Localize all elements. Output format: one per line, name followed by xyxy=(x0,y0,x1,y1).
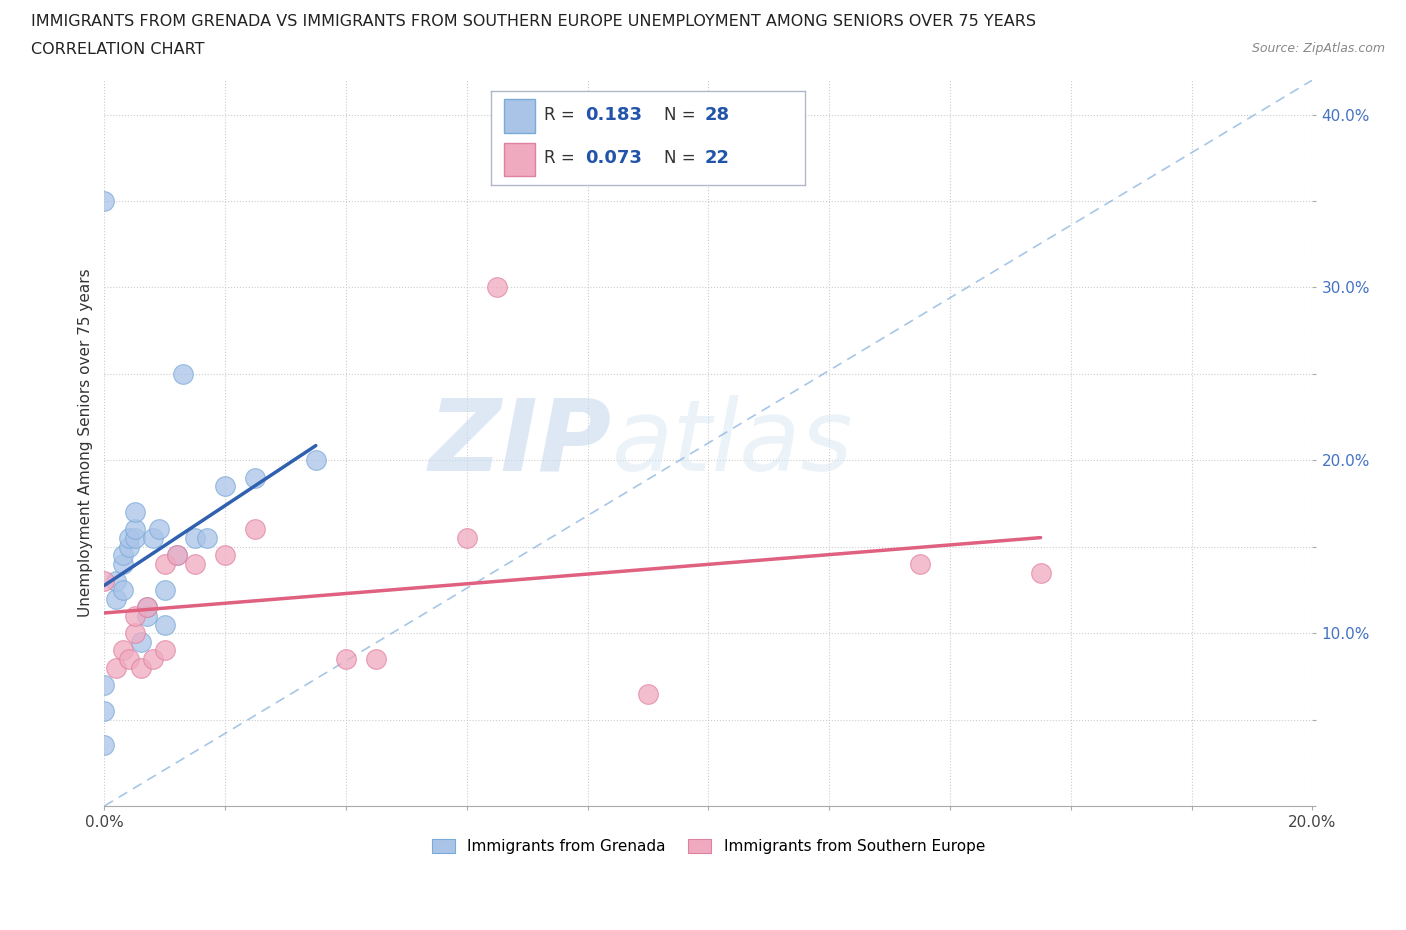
Point xyxy=(335,652,357,667)
Legend: Immigrants from Grenada, Immigrants from Southern Europe: Immigrants from Grenada, Immigrants from… xyxy=(426,832,991,860)
Point xyxy=(111,582,134,597)
Point xyxy=(184,556,207,571)
Point xyxy=(135,608,157,623)
Point xyxy=(105,574,128,589)
Point xyxy=(142,652,165,667)
Point xyxy=(124,522,146,537)
Point xyxy=(166,548,188,563)
Y-axis label: Unemployment Among Seniors over 75 years: Unemployment Among Seniors over 75 years xyxy=(79,269,93,618)
Point xyxy=(153,582,176,597)
Point xyxy=(93,703,115,718)
Point xyxy=(184,531,207,546)
Point xyxy=(366,652,388,667)
Point xyxy=(111,548,134,563)
Point xyxy=(245,471,267,485)
Point xyxy=(166,548,188,563)
Point xyxy=(214,479,236,494)
Text: Source: ZipAtlas.com: Source: ZipAtlas.com xyxy=(1251,42,1385,55)
Point xyxy=(135,600,157,615)
Point xyxy=(153,556,176,571)
Point xyxy=(93,738,115,753)
Point xyxy=(93,574,115,589)
Point xyxy=(142,531,165,546)
Point xyxy=(153,643,176,658)
Point xyxy=(135,600,157,615)
Point xyxy=(637,686,659,701)
Text: atlas: atlas xyxy=(612,394,853,492)
Point xyxy=(148,522,170,537)
Text: IMMIGRANTS FROM GRENADA VS IMMIGRANTS FROM SOUTHERN EUROPE UNEMPLOYMENT AMONG SE: IMMIGRANTS FROM GRENADA VS IMMIGRANTS FR… xyxy=(31,14,1036,29)
Point xyxy=(245,522,267,537)
Text: CORRELATION CHART: CORRELATION CHART xyxy=(31,42,204,57)
Point xyxy=(117,539,139,554)
Point xyxy=(908,556,931,571)
Point xyxy=(195,531,218,546)
Point xyxy=(153,618,176,632)
Point xyxy=(117,531,139,546)
Point xyxy=(129,634,152,649)
Point xyxy=(129,660,152,675)
Point xyxy=(1029,565,1052,580)
Point xyxy=(124,626,146,641)
Point xyxy=(456,531,478,546)
Point xyxy=(172,366,194,381)
Point xyxy=(485,280,508,295)
Point xyxy=(124,608,146,623)
Point xyxy=(93,193,115,208)
Point xyxy=(305,453,328,468)
Text: ZIP: ZIP xyxy=(429,394,612,492)
Point xyxy=(111,556,134,571)
Point xyxy=(124,505,146,520)
Point xyxy=(105,591,128,606)
Point xyxy=(111,643,134,658)
Point xyxy=(93,678,115,693)
Point xyxy=(117,652,139,667)
Point xyxy=(105,660,128,675)
Point xyxy=(214,548,236,563)
Point xyxy=(124,531,146,546)
